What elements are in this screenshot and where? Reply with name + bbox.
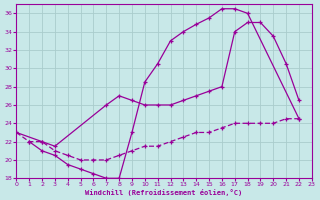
X-axis label: Windchill (Refroidissement éolien,°C): Windchill (Refroidissement éolien,°C) bbox=[85, 189, 243, 196]
